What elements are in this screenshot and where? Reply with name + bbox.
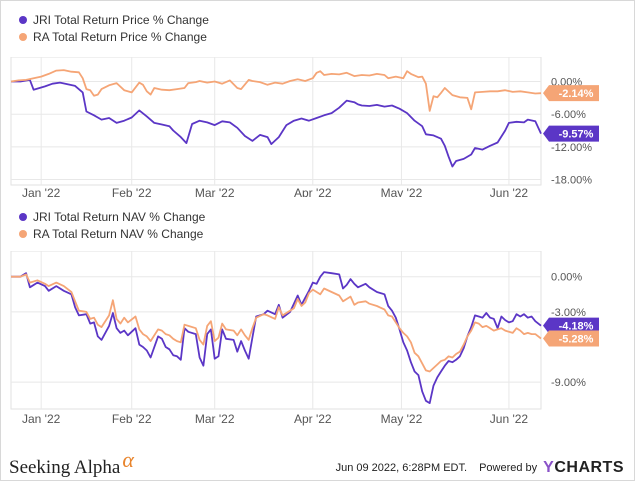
legend-top: JRI Total Return Price % Change RA Total… bbox=[19, 11, 209, 45]
x-tick-label: Jun '22 bbox=[490, 186, 529, 197]
legend-swatch-jri bbox=[19, 212, 27, 221]
x-tick-label: Jan '22 bbox=[22, 412, 61, 426]
footer-credits: Jun 09 2022, 6:28PM EDT. Powered by YCHA… bbox=[336, 459, 624, 477]
svg-text:-5.28%: -5.28% bbox=[559, 334, 594, 346]
legend-label: RA Total Return NAV % Change bbox=[33, 226, 204, 241]
legend-label: RA Total Return Price % Change bbox=[33, 29, 207, 44]
legend-item: RA Total Return NAV % Change bbox=[19, 225, 205, 242]
x-tick-label: Mar '22 bbox=[195, 412, 235, 426]
x-tick-label: May '22 bbox=[381, 186, 423, 197]
alpha-icon: α bbox=[122, 447, 134, 472]
series-line-1 bbox=[11, 273, 542, 373]
ycharts-logo: YCHARTS bbox=[543, 459, 624, 476]
price-change-chart: Jan '22 Feb '22 Mar '22 Apr '22 May '22 Jun '… bbox=[10, 57, 599, 197]
x-tick-label: Jan '22 bbox=[22, 186, 61, 197]
timestamp: Jun 09 2022, 6:28PM EDT. bbox=[335, 462, 468, 474]
legend-label: JRI Total Return NAV % Change bbox=[33, 209, 206, 224]
powered-by-label: Powered by bbox=[479, 462, 538, 474]
y-tick-label: -18.00% bbox=[551, 175, 592, 187]
series-line-0 bbox=[11, 79, 542, 168]
series-end-label-0: -4.18% bbox=[543, 317, 599, 334]
x-tick-label: Feb '22 bbox=[112, 186, 152, 197]
y-tick-label: 0.00% bbox=[551, 272, 582, 284]
svg-text:-4.18%: -4.18% bbox=[559, 321, 594, 333]
x-tick-label: Mar '22 bbox=[195, 186, 235, 197]
series-end-label-0: -9.57% bbox=[543, 125, 599, 142]
y-tick-label: -9.00% bbox=[551, 377, 586, 389]
legend-swatch-ra bbox=[19, 32, 27, 41]
legend-swatch-jri bbox=[19, 15, 27, 24]
x-tick-label: Feb '22 bbox=[112, 412, 152, 426]
legend-item: JRI Total Return NAV % Change bbox=[19, 208, 205, 225]
legend-label: JRI Total Return Price % Change bbox=[33, 12, 209, 27]
series-end-label-1: -5.28% bbox=[543, 330, 599, 347]
nav-change-chart: Jan '22 Feb '22 Mar '22 Apr '22 May '22 Jun '… bbox=[10, 251, 599, 426]
y-tick-label: -12.00% bbox=[551, 142, 592, 154]
x-tick-label: Apr '22 bbox=[294, 412, 332, 426]
svg-text:-2.14%: -2.14% bbox=[559, 88, 594, 100]
plot-area bbox=[10, 57, 542, 186]
brand-name: Seeking Alpha bbox=[9, 457, 121, 478]
x-tick-label: Apr '22 bbox=[294, 186, 332, 197]
y-tick-label: -3.00% bbox=[551, 307, 586, 319]
x-tick-label: Jun '22 bbox=[490, 412, 529, 426]
svg-text:-9.57%: -9.57% bbox=[559, 129, 594, 141]
seeking-alpha-logo: Seeking Alphaα bbox=[9, 447, 134, 479]
y-tick-label: -6.00% bbox=[551, 109, 586, 121]
series-end-label-1: -2.14% bbox=[543, 85, 599, 102]
x-tick-label: May '22 bbox=[381, 412, 423, 426]
series-line-0 bbox=[11, 271, 542, 404]
plot-area bbox=[10, 251, 542, 410]
series-line-1 bbox=[10, 69, 542, 112]
legend-item: RA Total Return Price % Change bbox=[19, 28, 209, 45]
legend-bottom: JRI Total Return NAV % Change RA Total R… bbox=[19, 208, 205, 242]
legend-item: JRI Total Return Price % Change bbox=[19, 11, 209, 28]
legend-swatch-ra bbox=[19, 229, 27, 238]
